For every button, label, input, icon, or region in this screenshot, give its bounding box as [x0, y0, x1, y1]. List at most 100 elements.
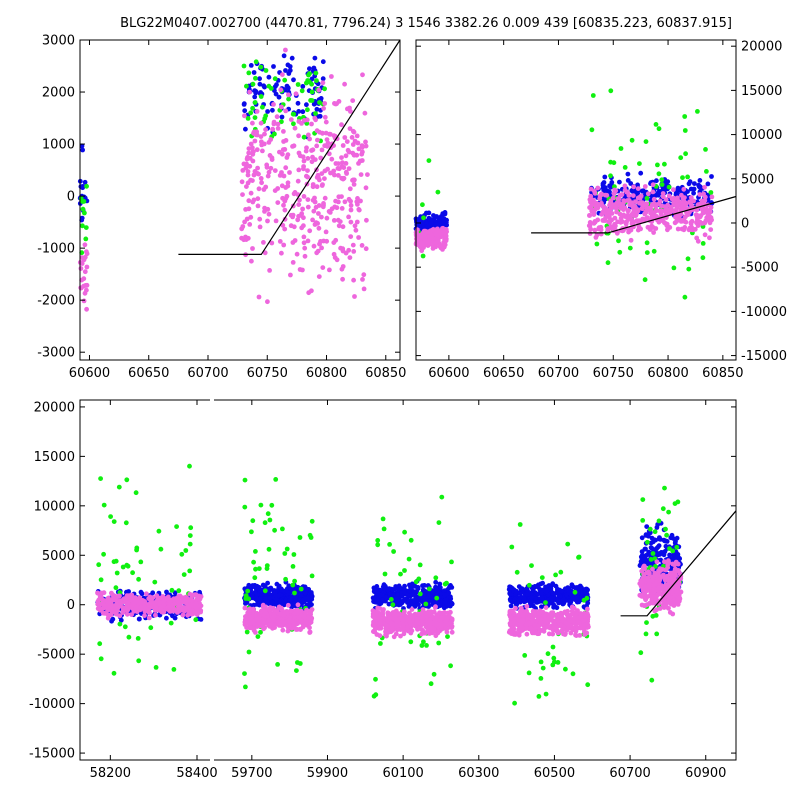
data-point — [271, 64, 276, 69]
data-point — [312, 199, 318, 205]
data-point — [122, 624, 128, 630]
data-point — [174, 524, 180, 529]
data-point — [265, 218, 270, 224]
data-point — [252, 575, 258, 581]
data-point — [279, 170, 284, 175]
data-point — [239, 226, 245, 232]
data-point — [267, 153, 273, 158]
data-point — [111, 597, 116, 603]
data-point — [314, 143, 320, 149]
data-point — [540, 580, 545, 586]
data-point — [655, 190, 661, 196]
data-point — [627, 245, 633, 251]
data-point — [135, 636, 141, 641]
data-point — [360, 149, 365, 155]
data-point — [651, 196, 657, 202]
data-point — [605, 260, 611, 266]
data-point — [635, 208, 641, 214]
data-point — [358, 198, 363, 204]
data-point — [630, 193, 636, 199]
data-point — [530, 587, 536, 592]
data-point — [543, 691, 549, 697]
data-point — [279, 114, 285, 120]
data-point — [126, 589, 131, 594]
data-point — [250, 81, 256, 87]
data-point — [595, 185, 601, 191]
data-point — [651, 210, 656, 215]
data-point — [83, 236, 89, 242]
data-point — [80, 223, 85, 229]
data-point — [640, 497, 646, 502]
data-point — [331, 218, 337, 223]
data-point — [262, 583, 268, 589]
data-point — [79, 261, 85, 266]
data-point — [282, 207, 288, 213]
data-point — [347, 126, 353, 131]
data-point — [448, 609, 453, 615]
data-point — [652, 529, 658, 535]
data-point — [305, 197, 311, 203]
data-point — [708, 227, 714, 233]
data-point — [117, 621, 123, 627]
data-point — [298, 586, 304, 592]
data-point — [336, 173, 341, 178]
data-point — [666, 184, 672, 190]
data-point — [675, 226, 681, 232]
data-point — [153, 665, 159, 670]
data-point — [692, 226, 698, 232]
data-point — [550, 590, 556, 596]
data-point — [625, 208, 631, 214]
data-point — [340, 176, 346, 182]
data-point — [430, 240, 435, 246]
data-point — [245, 169, 251, 174]
data-point — [292, 578, 297, 584]
data-point — [433, 604, 438, 610]
data-point — [323, 229, 329, 235]
data-point — [109, 618, 114, 624]
data-point — [357, 158, 363, 164]
data-point — [444, 603, 450, 609]
data-point — [669, 532, 675, 538]
data-point — [262, 520, 268, 526]
data-point — [153, 612, 158, 618]
data-point — [294, 668, 299, 673]
data-point — [287, 623, 292, 629]
data-point — [664, 532, 669, 538]
data-point — [608, 159, 613, 165]
data-point — [98, 594, 104, 599]
data-point — [508, 603, 514, 609]
data-point — [616, 238, 621, 244]
data-point — [449, 629, 455, 635]
data-point — [255, 196, 261, 202]
data-point — [187, 591, 193, 597]
data-point — [385, 623, 391, 629]
data-point — [681, 198, 687, 204]
data-point — [282, 77, 288, 83]
data-point — [507, 587, 513, 593]
data-point — [78, 266, 84, 271]
data-point — [319, 171, 325, 177]
data-point — [254, 109, 260, 114]
data-point — [267, 517, 273, 523]
data-point — [340, 224, 346, 230]
data-point — [663, 526, 668, 532]
data-point — [442, 592, 447, 598]
data-point — [264, 566, 270, 571]
data-point — [291, 552, 297, 557]
data-point — [349, 135, 355, 140]
data-point — [142, 613, 147, 618]
data-point — [661, 552, 667, 558]
data-point — [112, 605, 118, 610]
data-point — [327, 267, 332, 273]
data-point — [674, 535, 680, 541]
data-point — [262, 116, 268, 121]
data-point — [309, 148, 314, 153]
data-point — [685, 212, 691, 218]
data-point — [250, 246, 255, 251]
data-point — [361, 272, 367, 278]
data-point — [536, 694, 542, 699]
data-point — [448, 594, 453, 600]
data-point — [309, 121, 314, 127]
data-point — [443, 233, 449, 239]
data-point — [283, 185, 289, 190]
